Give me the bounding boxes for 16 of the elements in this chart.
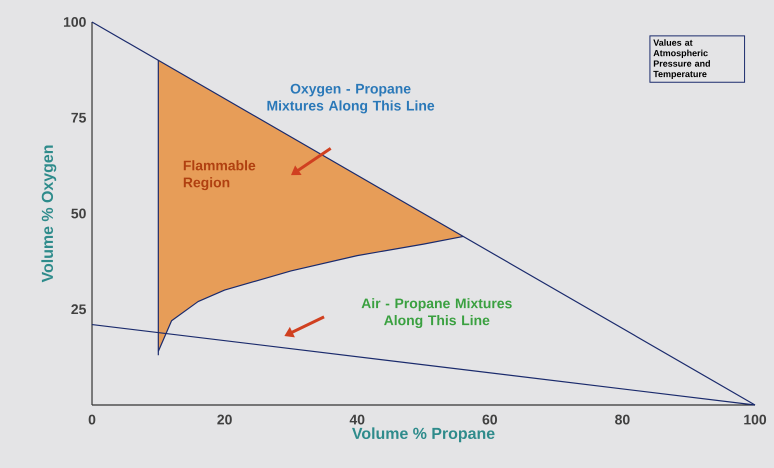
annotation: Values at Atmospheric Pressure and Temperature — [653, 39, 710, 79]
x-axis-title: Volume % Propane — [352, 427, 495, 442]
annotation: Oxygen - Propane Mixtures Along This Line — [267, 84, 434, 114]
annotation: Air - Propane Mixtures Along This Line — [362, 298, 512, 328]
y-tick-label: 100 — [64, 17, 86, 27]
x-tick-label: 80 — [615, 414, 630, 425]
y-tick-label: 50 — [71, 208, 86, 218]
annotation: Flammable Region — [184, 160, 256, 190]
y-tick-label: 25 — [71, 304, 86, 314]
x-tick-label: 20 — [217, 414, 232, 425]
x-tick-label: 40 — [350, 414, 364, 425]
y-axis-title: Volume % Oxygen — [41, 146, 56, 282]
x-tick-label: 60 — [482, 414, 497, 425]
x-tick-label: 0 — [88, 414, 96, 425]
x-tick-label: 100 — [744, 414, 766, 425]
y-tick-label: 75 — [71, 112, 86, 123]
